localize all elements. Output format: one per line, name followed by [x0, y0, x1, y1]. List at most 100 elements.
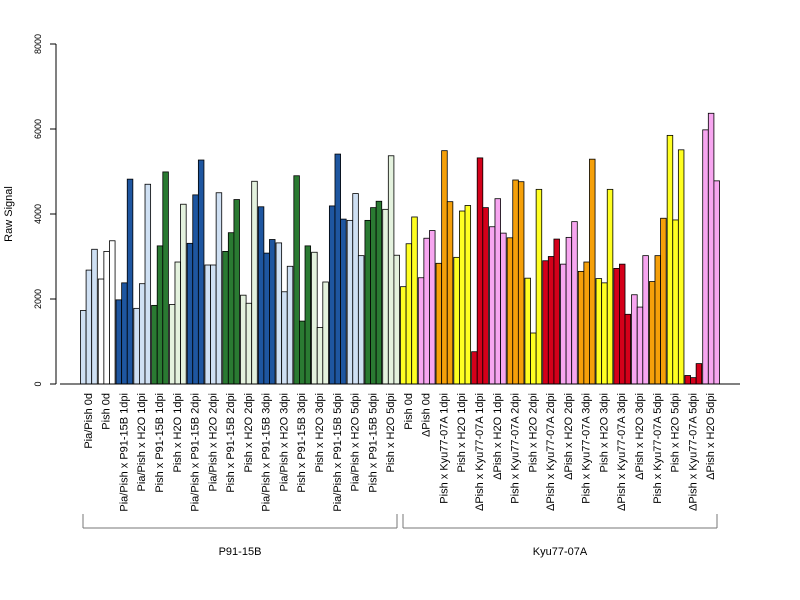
x-tick-label: Pish x H2O 1dpi [456, 393, 468, 472]
bar [636, 306, 644, 385]
bar [642, 255, 649, 385]
bar [180, 203, 187, 385]
bar [405, 243, 413, 385]
bar [684, 375, 691, 385]
bar [328, 205, 336, 385]
y-axis-label: Raw Signal [3, 186, 15, 242]
bar [281, 291, 288, 385]
bar [393, 254, 400, 385]
bar [222, 250, 229, 385]
bar [357, 255, 365, 385]
bar [197, 159, 205, 385]
bar [370, 207, 377, 385]
x-tick-label: ΔPish x Kyu77-07A 2dpi [545, 393, 557, 511]
bar [500, 232, 507, 385]
y-tick-label: 8000 [33, 34, 43, 54]
bar [352, 193, 359, 385]
bar [275, 242, 283, 385]
x-tick-label: ΔPish x Kyu77-07A 5dpi [687, 393, 699, 511]
bar [464, 205, 472, 385]
x-tick-label: Pish 0d [403, 393, 415, 430]
x-tick-label: ΔPish x H2O 1dpi [492, 393, 504, 480]
bar [565, 236, 573, 385]
bar [299, 320, 306, 385]
bar [364, 219, 371, 385]
bar [322, 281, 329, 385]
bar [215, 192, 223, 385]
x-tick-label: Pish 0d [101, 393, 113, 430]
bar [311, 251, 318, 385]
x-tick-label: Pish x Kyu77-07A 5dpi [652, 393, 664, 504]
bar [601, 282, 608, 385]
y-tick-label: 6000 [33, 119, 43, 139]
bars [80, 112, 720, 385]
x-tick-label: Pish x H2O 1dpi [172, 393, 184, 472]
bar [121, 282, 128, 385]
bar [441, 150, 448, 385]
bar [80, 310, 87, 385]
bar [375, 200, 383, 385]
bar [471, 351, 478, 385]
bar [494, 198, 501, 385]
bar [257, 206, 265, 385]
bar [417, 277, 425, 385]
bar [446, 201, 454, 385]
bar [713, 180, 720, 385]
bar [702, 129, 709, 385]
x-tick-label: Pish x Kyu77-07A 1dpi [438, 393, 450, 504]
bar [97, 278, 105, 385]
bar [192, 194, 199, 385]
x-tick-label: Pish x H2O 5dpi [385, 393, 397, 472]
x-tick-label: Pish x P91-15B 1dpi [154, 393, 166, 493]
bar [677, 149, 685, 385]
y-tick-label: 2000 [33, 289, 43, 309]
x-tick-label: Pia/Pish x H2O 2dpi [207, 393, 219, 491]
bar [453, 256, 460, 385]
bar [382, 208, 389, 385]
x-tick-label: Pia/Pish x P91-15B 3dpi [261, 393, 273, 512]
bar [233, 199, 240, 385]
bar [346, 219, 354, 385]
bar [530, 332, 537, 385]
bar [316, 327, 324, 385]
x-tick-label: Pish x H2O 2dpi [527, 393, 539, 472]
x-tick-label: ΔPish x Kyu77-07A 1dpi [474, 393, 486, 511]
bar [429, 230, 436, 385]
bar [707, 112, 715, 385]
bar [672, 219, 679, 385]
bar [423, 237, 430, 385]
bar [535, 188, 543, 385]
bar [654, 255, 661, 385]
bar [571, 221, 578, 385]
group-label: Kyu77-07A [533, 546, 588, 558]
bar [186, 242, 194, 385]
x-tick-label: Pia/Pish x P91-15B 2dpi [190, 393, 202, 512]
bar [204, 264, 211, 385]
bar [286, 265, 294, 385]
bar [144, 183, 152, 385]
bar [334, 153, 341, 385]
x-tick-label: Pia/Pish x H2O 5dpi [350, 393, 362, 491]
bar [695, 363, 703, 385]
bar [524, 277, 531, 385]
bar [263, 252, 270, 385]
x-tick-label: Pish x H2O 5dpi [670, 393, 682, 472]
bar [293, 175, 300, 385]
bar [162, 171, 169, 385]
bar [168, 304, 176, 385]
x-tick-label: ΔPish x Kyu77-07A 3dpi [616, 393, 628, 511]
bar [251, 180, 258, 385]
x-tick-label: ΔPish x H2O 2dpi [563, 393, 575, 480]
bar [115, 299, 123, 385]
x-tick-label: Pia/Pish x P91-15B 1dpi [118, 393, 130, 512]
bar [85, 269, 93, 385]
x-tick-label: Pish x P91-15B 5dpi [367, 393, 379, 493]
bar [613, 267, 620, 385]
bar [631, 294, 638, 385]
bar [139, 283, 146, 385]
bar [542, 260, 549, 385]
x-tick-label: Pish x H2O 3dpi [314, 393, 326, 472]
x-tick-label: Pia/Pish 0d [83, 393, 95, 449]
bar [240, 294, 247, 385]
